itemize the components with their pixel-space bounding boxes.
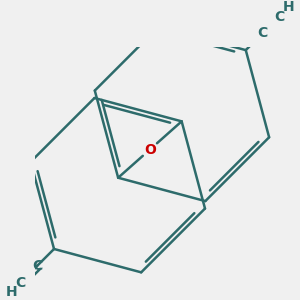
Text: C: C — [257, 26, 268, 40]
Text: C: C — [32, 259, 42, 273]
Text: C: C — [15, 276, 26, 289]
Text: O: O — [144, 142, 156, 157]
Text: H: H — [5, 285, 17, 299]
Text: C: C — [274, 10, 284, 23]
Text: H: H — [283, 0, 294, 14]
